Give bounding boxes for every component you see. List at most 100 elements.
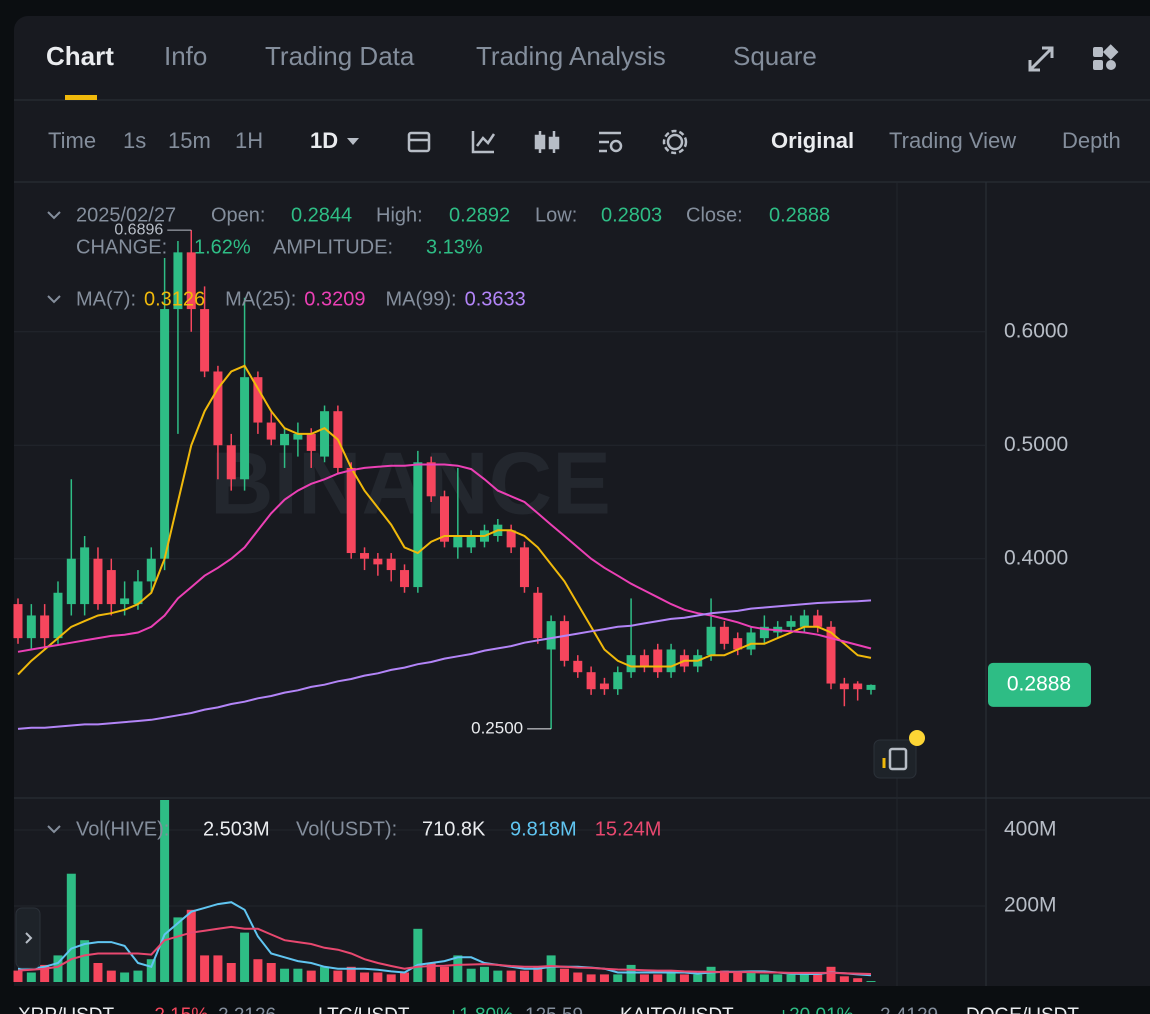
info-label: Low: (535, 204, 577, 226)
volume-bar (346, 966, 356, 982)
info-label: CHANGE: (76, 236, 167, 258)
candle-body (839, 683, 849, 690)
price-tag (988, 662, 1091, 707)
news-icon[interactable] (873, 730, 925, 779)
candle-body (746, 632, 756, 650)
view-option[interactable]: Trading View (889, 128, 1016, 153)
volume-bar (453, 955, 463, 982)
toolbar-item[interactable]: 1H (235, 128, 263, 153)
y-tick-label: 0.4000 (1004, 546, 1068, 569)
low-label: 0.2500 (471, 718, 523, 737)
candle-body (853, 683, 863, 690)
candle-body (120, 598, 130, 605)
candle-body (400, 570, 410, 588)
volume-bar (773, 974, 783, 982)
tab[interactable]: Chart (46, 41, 114, 71)
volume-bar (26, 972, 36, 982)
volume-bar (173, 917, 183, 982)
candle-body (133, 581, 143, 605)
info-value: 3.13% (426, 236, 483, 258)
candle-body (146, 558, 156, 582)
volume-bar (266, 963, 276, 982)
volume-bar (440, 966, 449, 982)
vol-value: 710.8K (422, 818, 486, 840)
ticker-pair: LTC/USDT (318, 1005, 410, 1014)
volume-bar (813, 972, 823, 982)
tool-icons[interactable] (407, 129, 688, 155)
volume-bar (666, 972, 676, 982)
volume-bar (386, 974, 396, 982)
candle-body (666, 649, 676, 673)
volume-bar (306, 970, 316, 982)
volume-bar (360, 972, 370, 982)
volume-bar (293, 968, 303, 982)
candle-body (346, 467, 356, 554)
chevron[interactable] (47, 211, 61, 220)
ticker-pair: KAITO/USDT (620, 1005, 734, 1014)
vol-value: 2.503M (203, 818, 270, 840)
volume-bar (466, 968, 476, 982)
volume-bar (573, 972, 583, 982)
volume-bar (53, 955, 63, 982)
view-option[interactable]: Depth (1062, 128, 1121, 153)
volume-bar (93, 963, 103, 982)
candle-body (733, 638, 743, 650)
volume-bar (546, 955, 556, 982)
expand-icon[interactable] (1028, 46, 1054, 72)
candle-body (253, 377, 263, 423)
candle-body (373, 558, 383, 565)
info-value: 0.2888 (769, 204, 830, 226)
candle-body (173, 252, 183, 310)
volume-bar (506, 970, 516, 982)
candle-body (360, 553, 370, 559)
volume-bar (839, 976, 849, 982)
tab[interactable]: Square (733, 41, 817, 71)
toolbar-item[interactable]: 1s (123, 128, 146, 153)
vol-ma-legend: 9.818M (510, 818, 577, 840)
volume-bar (746, 972, 756, 982)
volume-bar (679, 974, 689, 982)
tab[interactable]: Trading Data (265, 41, 415, 71)
ma-legend-value: 0.3633 (465, 288, 526, 310)
tab[interactable]: Trading Analysis (476, 41, 666, 71)
volume-bar (533, 966, 543, 982)
candle-body (799, 615, 809, 627)
info-date: 2025/02/27 (76, 204, 176, 226)
ma-legend-label: MA(7): (76, 288, 136, 310)
interval-selected[interactable]: 1D (310, 128, 338, 153)
volume-ma-line (17, 925, 872, 975)
view-selected[interactable]: Original (771, 128, 854, 153)
volume-bar (373, 972, 383, 982)
vol-ma-legend: 15.24M (595, 818, 662, 840)
candle-body (759, 626, 769, 639)
candle-body (266, 422, 276, 440)
vol-label: Vol(USDT): (296, 818, 397, 840)
candle-body (280, 433, 290, 446)
volume-bar (400, 972, 410, 982)
price-tag-label: 0.2888 (1007, 672, 1071, 695)
candle-body (80, 547, 90, 605)
ticker-pair: DOGE/USDT (966, 1005, 1079, 1014)
watermark: BINANCE (210, 433, 611, 532)
toolbar-item[interactable]: Time (48, 128, 96, 153)
volume-bar (799, 974, 809, 982)
candle-body (466, 536, 476, 548)
candle-body (53, 592, 63, 639)
volume-bar (479, 966, 489, 982)
candle-body (559, 621, 569, 661)
toolbar-item[interactable]: 15m (168, 128, 211, 153)
candle-body (573, 660, 583, 673)
ma-line (17, 599, 872, 730)
y-tick-label: 0.6000 (1004, 319, 1068, 342)
info-label: High: (376, 204, 423, 226)
ticker-change: -2.15% (148, 1005, 208, 1014)
candle-body (599, 683, 609, 690)
chevron[interactable] (47, 825, 61, 834)
chevron[interactable] (47, 295, 61, 304)
volume-bar (213, 955, 223, 982)
candle-body (66, 558, 76, 605)
tab[interactable]: Info (164, 41, 207, 71)
info-value: 1.62% (194, 236, 251, 258)
collapse-button[interactable] (15, 907, 41, 969)
volume-bar (613, 974, 623, 982)
